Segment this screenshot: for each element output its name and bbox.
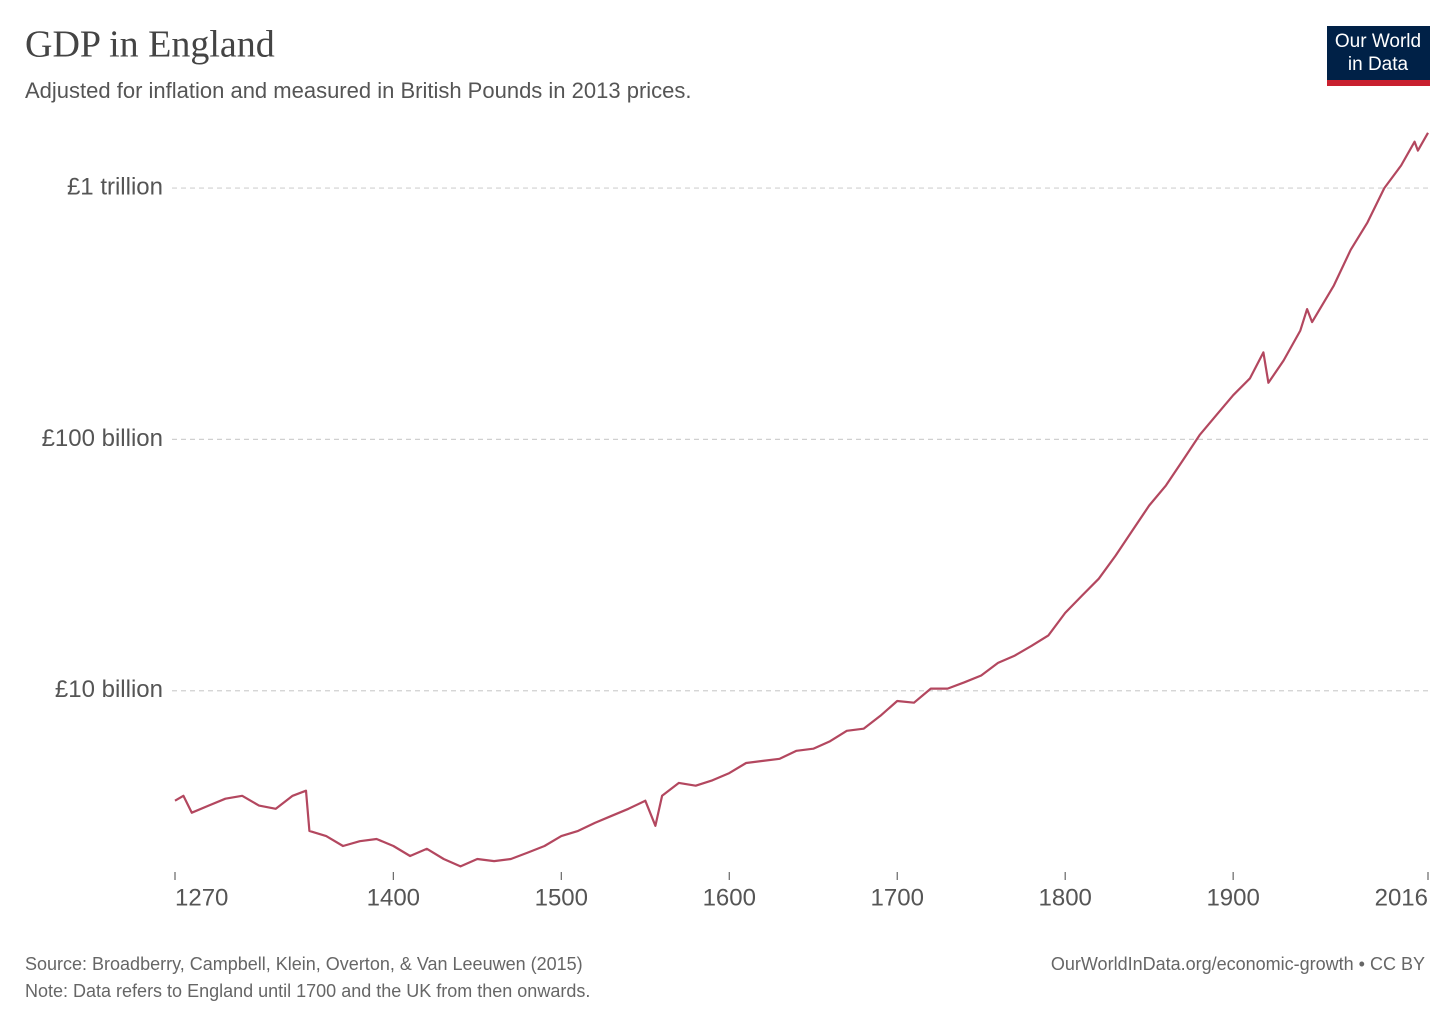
note: Note: Data refers to England until 1700 … <box>25 981 590 1001</box>
x-tick-label: 2016 <box>1375 884 1428 911</box>
y-tick-label: £1 trillion <box>67 173 163 200</box>
x-tick-label: 1600 <box>703 884 756 911</box>
credit: OurWorldInData.org/economic-growth • CC … <box>1051 954 1425 974</box>
x-tick-label: 1800 <box>1039 884 1092 911</box>
logo-box <box>1327 26 1430 80</box>
source: Source: Broadberry, Campbell, Klein, Ove… <box>25 954 583 974</box>
chart-subtitle: Adjusted for inflation and measured in B… <box>25 78 692 103</box>
logo-bar <box>1327 80 1430 86</box>
y-tick-label: £100 billion <box>42 425 163 452</box>
y-tick-label: £10 billion <box>55 676 163 703</box>
logo-text: Our World <box>1335 31 1421 52</box>
x-tick-label: 1400 <box>367 884 420 911</box>
x-tick-label: 1270 <box>175 884 228 911</box>
x-tick-label: 1900 <box>1206 884 1259 911</box>
x-tick-label: 1700 <box>871 884 924 911</box>
data-line <box>174 132 1429 868</box>
chart-title: GDP in England <box>25 24 275 66</box>
logo-text: in Data <box>1348 54 1409 75</box>
x-tick-label: 1500 <box>535 884 588 911</box>
